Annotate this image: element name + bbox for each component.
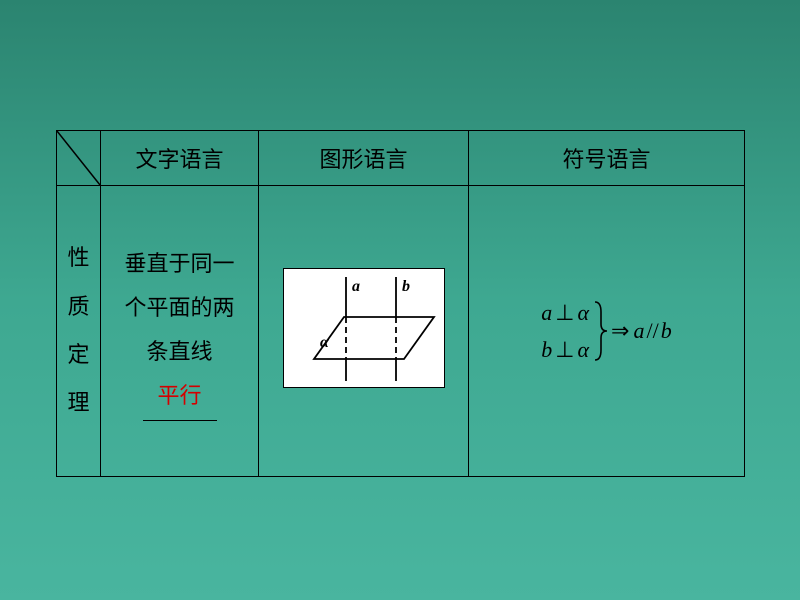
row-label-char-2: 质 <box>67 283 89 331</box>
diagonal-slash-icon <box>57 131 100 185</box>
row-label-char-1: 性 <box>67 234 89 282</box>
cond2-alpha: α <box>577 337 589 362</box>
figure-label-alpha: α <box>320 334 330 351</box>
text-description-cell: 垂直于同一 个平面的两 条直线 平行 <box>101 186 259 477</box>
geometry-figure: a b α <box>283 268 445 388</box>
text-line-2: 个平面的两 <box>108 286 251 330</box>
cond2-b: b <box>541 337 552 362</box>
blank-fill-answer: 平行 <box>157 374 201 418</box>
implies-arrow: ⇒ <box>611 318 633 344</box>
header-row: 文字语言 图形语言 符号语言 <box>57 131 745 186</box>
header-symbol-language: 符号语言 <box>469 131 745 186</box>
text-description: 垂直于同一 个平面的两 条直线 平行 <box>102 242 257 421</box>
cond1-alpha: α <box>577 300 589 325</box>
row-label-char-4: 理 <box>67 379 89 427</box>
result-b: b <box>661 318 672 344</box>
symbolic-cell: a⊥α b⊥α ⇒ a//b <box>469 186 745 477</box>
row-label-char-3: 定 <box>67 331 89 379</box>
right-brace-icon <box>593 300 609 362</box>
figure-label-a: a <box>352 278 360 295</box>
header-figure-language: 图形语言 <box>259 131 469 186</box>
row-label-vertical: 性 质 定 理 <box>58 234 99 428</box>
plane-lines-icon: a b α <box>284 269 444 387</box>
perp-symbol-1: ⊥ <box>552 300 577 325</box>
condition-1: a⊥α <box>541 294 589 331</box>
header-text-language: 文字语言 <box>101 131 259 186</box>
body-row: 性 质 定 理 垂直于同一 个平面的两 条直线 平行 <box>57 186 745 477</box>
parallel-symbol: // <box>644 318 660 344</box>
figure-cell: a b α <box>259 186 469 477</box>
cond1-a: a <box>541 300 552 325</box>
result-a: a <box>633 318 644 344</box>
condition-2: b⊥α <box>541 331 589 368</box>
symbolic-expression: a⊥α b⊥α ⇒ a//b <box>470 294 743 369</box>
conditions-stack: a⊥α b⊥α <box>541 294 589 369</box>
row-label-cell: 性 质 定 理 <box>57 186 101 477</box>
theorem-table: 文字语言 图形语言 符号语言 性 质 定 理 垂直于同一 个平面的两 条直线 平… <box>56 130 745 477</box>
text-line-3: 条直线 <box>108 330 251 374</box>
figure-label-b: b <box>402 278 410 295</box>
blank-underline <box>143 420 217 421</box>
text-line-1: 垂直于同一 <box>108 242 251 286</box>
corner-diagonal-cell <box>57 131 101 186</box>
perp-symbol-2: ⊥ <box>552 337 577 362</box>
